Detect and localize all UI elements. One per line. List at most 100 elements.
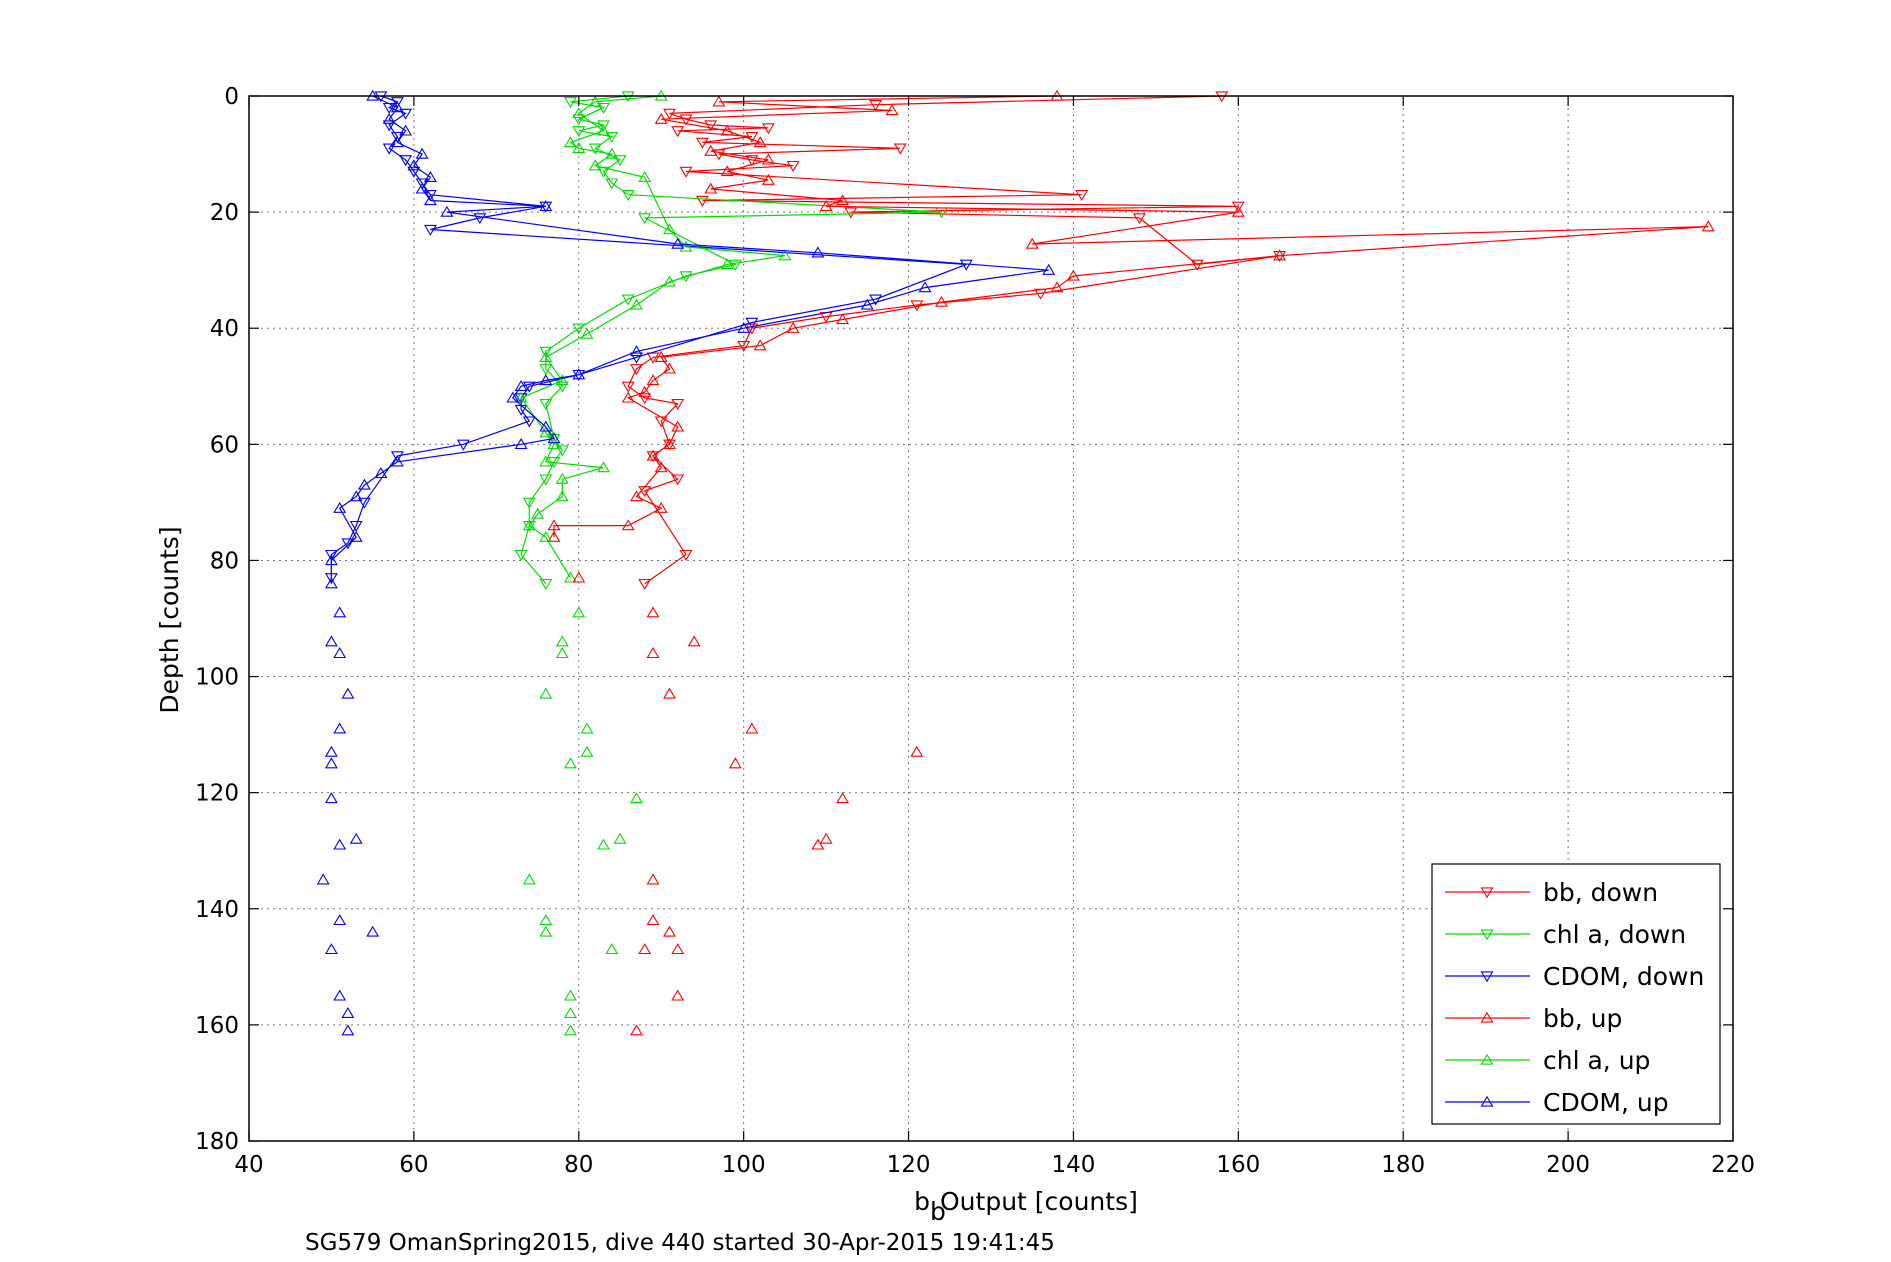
y-tick-label: 80: [210, 548, 239, 574]
data-point-marker: [638, 385, 652, 397]
data-point-marker: [514, 549, 528, 561]
data-point-marker: [564, 571, 577, 583]
data-point-marker: [671, 420, 685, 432]
data-point-marker: [324, 577, 338, 589]
data-point-marker: [630, 1024, 643, 1036]
y-tick-label: 20: [210, 200, 239, 226]
series: [324, 89, 1056, 589]
data-point-marker: [555, 374, 569, 386]
y-tick-label: 140: [195, 897, 239, 923]
data-point-marker: [572, 571, 586, 583]
data-point-marker: [324, 549, 338, 561]
data-point-marker: [1231, 201, 1245, 213]
data-point-marker: [1701, 220, 1715, 232]
data-point-marker: [415, 182, 429, 194]
data-point-marker: [646, 374, 660, 386]
x-tick-label: 80: [564, 1152, 593, 1178]
plot-frame: [248, 95, 1734, 1142]
data-point-marker: [333, 722, 347, 734]
data-point-marker: [547, 530, 561, 542]
data-point-marker: [324, 745, 338, 757]
data-point-marker: [390, 131, 404, 143]
data-point-marker: [580, 327, 594, 339]
plot-area: 40 60 80 100 120 140 160 180 200 220 0 20 40 60 80 100 1…: [195, 84, 1755, 1178]
legend-item: CDOM, down: [1445, 962, 1704, 991]
y-axis-label: Depth [counts]: [155, 526, 184, 713]
data-point-marker: [564, 757, 577, 769]
legend: bb, down chl a, down CDOM, down bb, up chl a…: [1431, 863, 1721, 1125]
data-point-marker: [959, 259, 973, 271]
data-point-marker: [555, 647, 569, 659]
data-point-marker: [646, 451, 660, 463]
data-point-marker: [704, 120, 718, 132]
data-point-marker: [1480, 1053, 1494, 1065]
data-point-marker: [671, 237, 685, 249]
data-point-marker: [687, 635, 701, 647]
data-point-marker: [918, 281, 932, 293]
data-point-marker: [860, 298, 874, 310]
data-point-marker: [597, 102, 610, 114]
grid: [249, 96, 1733, 1141]
data-point-marker: [390, 451, 404, 463]
data-point-marker: [423, 190, 437, 201]
series: [514, 91, 948, 590]
data-point-marker: [572, 107, 586, 119]
legend-label: bb, up: [1543, 1004, 1622, 1033]
data-point-marker: [605, 131, 619, 143]
data-point-marker: [382, 120, 396, 132]
data-point-marker: [761, 123, 775, 135]
data-point-marker: [572, 114, 586, 126]
data-point-marker: [522, 381, 536, 393]
series: [316, 606, 380, 1036]
data-point-marker: [415, 147, 429, 159]
data-point-marker: [333, 606, 347, 618]
data-point-marker: [382, 143, 396, 155]
data-point-marker: [605, 178, 619, 190]
data-point-marker: [588, 143, 602, 155]
data-point-marker: [382, 112, 396, 124]
data-point-marker: [547, 519, 561, 531]
data-point-marker: [597, 120, 610, 132]
data-point-marker: [646, 873, 660, 885]
data-point-marker: [555, 490, 569, 502]
data-point-marker: [572, 126, 586, 138]
data-point-marker: [423, 224, 437, 236]
data-point-marker: [588, 95, 602, 107]
data-point-marker: [341, 687, 355, 699]
data-point-marker: [621, 381, 635, 393]
legend-item: bb, down: [1445, 878, 1658, 907]
data-point-marker: [630, 352, 643, 364]
data-point-marker: [456, 439, 470, 451]
data-point-marker: [663, 362, 676, 374]
data-point-marker: [728, 757, 742, 769]
data-point-marker: [671, 943, 685, 955]
data-point-marker: [1050, 281, 1064, 293]
data-point-marker: [654, 112, 668, 124]
data-point-marker: [630, 490, 643, 502]
data-point-marker: [390, 455, 404, 467]
data-point-marker: [935, 295, 948, 307]
data-point-marker: [539, 426, 553, 438]
data-point-marker: [539, 374, 553, 386]
data-point-marker: [737, 321, 751, 333]
data-point-marker: [547, 438, 561, 450]
data-point-marker: [745, 323, 759, 335]
data-point-marker: [539, 925, 553, 937]
data-point-marker: [836, 313, 850, 325]
data-point-marker: [324, 943, 338, 955]
series-line: [330, 95, 967, 578]
data-point-marker: [654, 461, 668, 473]
series-line: [553, 95, 1709, 538]
data-point-marker: [663, 687, 676, 699]
data-point-marker: [333, 989, 347, 1001]
data-point-marker: [819, 832, 833, 844]
data-point-marker: [621, 294, 635, 306]
x-axis-label-main: b: [914, 1187, 930, 1216]
data-point-marker: [745, 317, 759, 329]
data-point-marker: [1132, 213, 1146, 225]
data-point-marker: [580, 745, 594, 757]
data-point-marker: [555, 381, 569, 393]
data-point-marker: [910, 745, 924, 757]
data-point-marker: [564, 1024, 577, 1036]
data-point-marker: [819, 200, 833, 211]
